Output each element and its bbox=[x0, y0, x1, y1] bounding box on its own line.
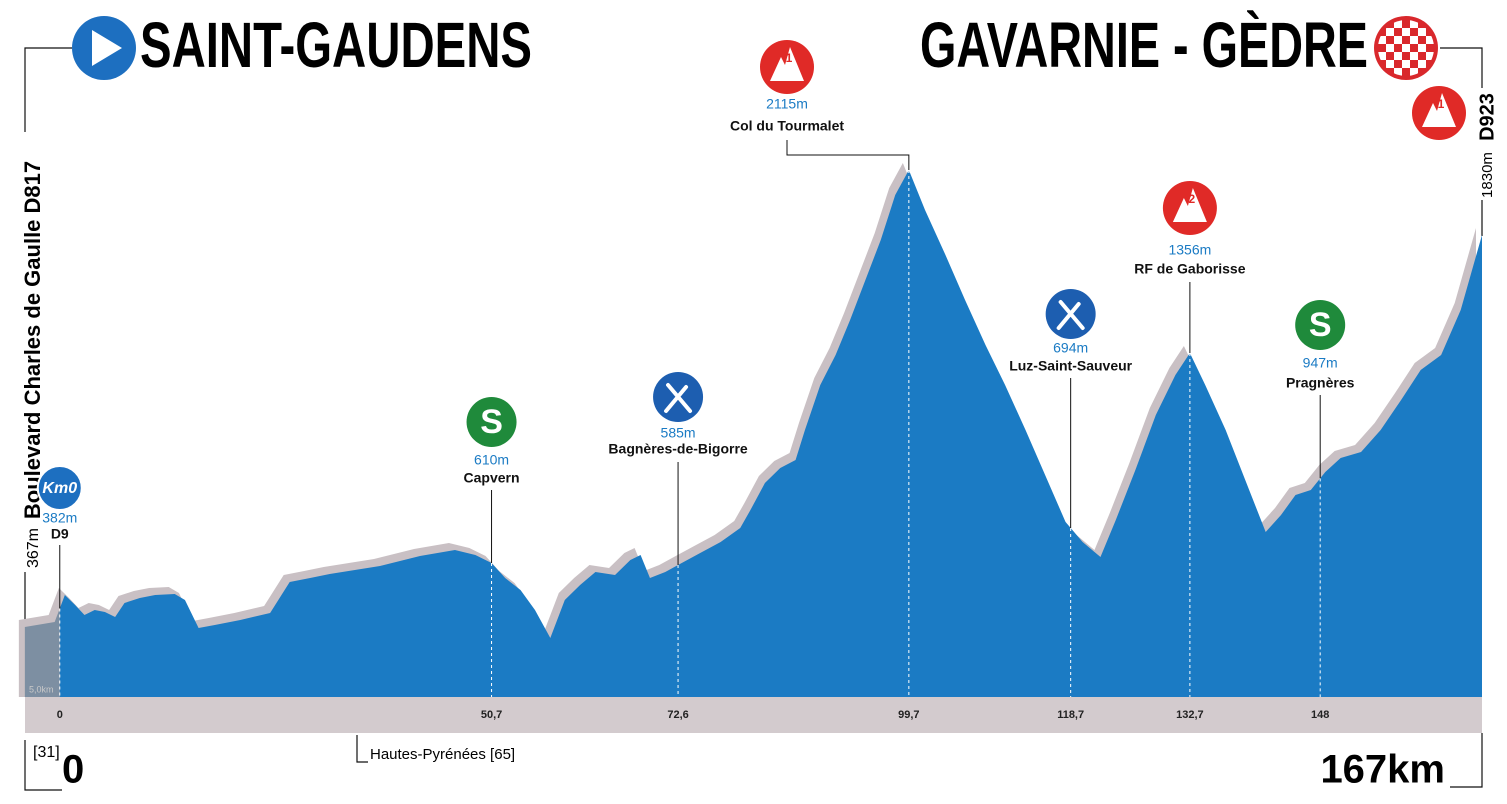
fork bbox=[664, 385, 689, 413]
start-km: 0 bbox=[62, 748, 84, 792]
finish-altitude: 1830m bbox=[1479, 152, 1496, 198]
point-icon bbox=[653, 372, 704, 422]
flag-square bbox=[1410, 36, 1418, 44]
point-altitude: 694m bbox=[1053, 340, 1088, 356]
mountain bbox=[1422, 93, 1456, 127]
finish-km: 167km bbox=[1320, 748, 1445, 792]
flag-square bbox=[1378, 36, 1386, 44]
x-tick-label: 72,6 bbox=[667, 709, 688, 721]
leader-line bbox=[786, 140, 910, 170]
start-title: SAINT-GAUDENS bbox=[140, 9, 532, 81]
climb-category: 2 bbox=[1189, 192, 1196, 206]
knife bbox=[666, 383, 693, 413]
frame-line bbox=[24, 47, 72, 132]
frame-line bbox=[1440, 47, 1483, 88]
mountain bbox=[1172, 188, 1207, 222]
flag-square bbox=[1378, 52, 1386, 60]
point-name: Pragnères bbox=[1286, 375, 1355, 391]
flag-square bbox=[1402, 44, 1410, 52]
point-altitude: 382m bbox=[42, 510, 77, 526]
fork bbox=[1056, 302, 1081, 330]
climb-category: 1 bbox=[786, 51, 793, 65]
flag-square bbox=[1394, 52, 1402, 60]
point-name: D9 bbox=[51, 526, 69, 542]
point-altitude: 585m bbox=[661, 425, 696, 441]
flag-square bbox=[1426, 52, 1434, 60]
point-altitude: 947m bbox=[1303, 355, 1338, 371]
x-tick-label: 50,7 bbox=[481, 709, 502, 721]
flag-square bbox=[1386, 44, 1394, 52]
knife bbox=[1058, 300, 1085, 330]
x-tick-label: 99,7 bbox=[898, 709, 919, 721]
km0-icon bbox=[36, 465, 83, 511]
point-icon bbox=[1045, 289, 1096, 339]
flag-square bbox=[1426, 36, 1434, 44]
point-name: Col du Tourmalet bbox=[730, 118, 844, 134]
frame-line bbox=[24, 740, 62, 791]
flag-square bbox=[1418, 60, 1426, 68]
start-altitude: 367m bbox=[25, 528, 42, 568]
point-name: Capvern bbox=[464, 470, 520, 486]
finish-title: GAVARNIE - GÈDRE bbox=[920, 9, 1368, 81]
x-tick-label: 148 bbox=[1311, 709, 1329, 721]
point-name: Luz-Saint-Sauveur bbox=[1009, 358, 1132, 374]
flag-square bbox=[1386, 60, 1394, 68]
point-icon: 1 bbox=[1412, 86, 1466, 140]
sprint-letter: S bbox=[480, 403, 503, 441]
km-strip bbox=[25, 697, 1482, 733]
point-icon: Km0 bbox=[36, 465, 83, 511]
flag-square bbox=[1410, 68, 1418, 76]
sprint-icon bbox=[466, 397, 517, 447]
flag-square bbox=[1394, 68, 1402, 76]
flag-square bbox=[1386, 28, 1394, 36]
frame-line bbox=[1450, 733, 1483, 788]
point-name: RF de Gaborisse bbox=[1134, 261, 1245, 277]
x-tick-label: 0 bbox=[57, 709, 63, 721]
x-tick-label: 132,7 bbox=[1176, 709, 1204, 721]
neutral-label: 5,0km bbox=[29, 684, 54, 694]
finish-road: D923 bbox=[1476, 93, 1498, 141]
point-altitude: 1356m bbox=[1168, 242, 1211, 258]
start-department: [31] bbox=[33, 744, 60, 761]
point-altitude: 2115m bbox=[766, 96, 808, 112]
flag-square bbox=[1402, 60, 1410, 68]
flag-square bbox=[1410, 52, 1418, 60]
flag-square bbox=[1402, 28, 1410, 36]
profile-area bbox=[59, 170, 1483, 697]
point-icon: S bbox=[1295, 300, 1346, 350]
point-icon: 1 bbox=[760, 40, 814, 94]
department-label: Hautes-Pyrénées [65] bbox=[370, 746, 515, 763]
start-arrow bbox=[92, 30, 122, 66]
km0-text: Km0 bbox=[42, 480, 77, 497]
point-icon: S bbox=[466, 397, 517, 447]
flag-square bbox=[1410, 20, 1418, 28]
department-marker bbox=[356, 735, 368, 763]
mountain bbox=[770, 47, 804, 81]
point-altitude: 610m bbox=[474, 452, 509, 468]
point-name: Bagnères-de-Bigorre bbox=[608, 441, 747, 457]
flag-square bbox=[1418, 44, 1426, 52]
flag-square bbox=[1394, 20, 1402, 28]
sprint-icon bbox=[1295, 300, 1346, 350]
neutral-area bbox=[24, 608, 60, 697]
flag-square bbox=[1418, 28, 1426, 36]
climb-category: 1 bbox=[1438, 97, 1445, 111]
flag-square bbox=[1394, 36, 1402, 44]
point-icon: 2 bbox=[1162, 181, 1217, 235]
sprint-letter: S bbox=[1309, 306, 1332, 344]
x-tick-label: 118,7 bbox=[1057, 709, 1084, 721]
finish-flag bbox=[1374, 16, 1438, 80]
start-road: Boulevard Charles de Gaulle D817 bbox=[20, 161, 45, 519]
